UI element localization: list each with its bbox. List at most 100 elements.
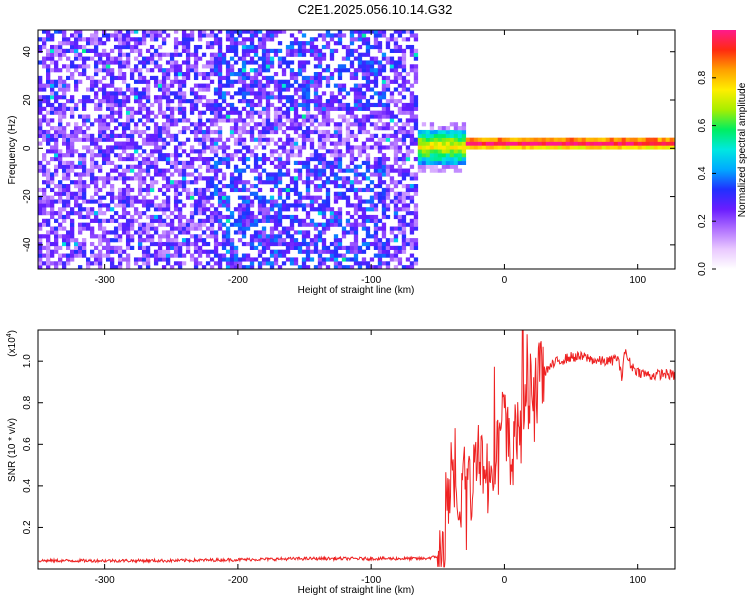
heatmap-cell	[241, 41, 247, 46]
heatmap-cell	[277, 41, 283, 46]
heatmap-cell	[357, 199, 363, 204]
heatmap-cell	[337, 191, 343, 196]
heatmap-cell	[269, 64, 275, 69]
heatmap-cell	[189, 211, 195, 216]
heatmap-cell	[77, 226, 83, 231]
heatmap-cell	[49, 180, 55, 185]
heatmap-cell	[149, 203, 155, 208]
heatmap-cell	[173, 187, 179, 193]
heatmap-cell	[65, 37, 71, 42]
heatmap-cell	[165, 176, 171, 181]
heatmap-cell	[177, 218, 183, 223]
heatmap-cell	[201, 133, 207, 138]
heatmap-cell	[249, 102, 255, 108]
heatmap-cell	[213, 87, 219, 92]
heatmap-cell	[293, 245, 299, 250]
heatmap-cell	[369, 265, 375, 269]
heatmap-cell	[101, 184, 107, 189]
heatmap-cell	[361, 41, 367, 46]
heatmap-cell	[289, 238, 295, 243]
heatmap-cell	[209, 72, 215, 77]
heatmap-cell	[609, 141, 614, 146]
heatmap-cell	[433, 153, 439, 158]
heatmap-cell	[209, 234, 215, 239]
heatmap-cell	[129, 187, 135, 193]
heatmap-cell	[421, 122, 427, 127]
heatmap-cell	[621, 141, 626, 146]
heatmap-cell	[145, 238, 151, 243]
heatmap-cell	[309, 114, 315, 119]
heatmap-cell	[38, 110, 43, 115]
heatmap-cell	[185, 230, 191, 235]
heatmap-cell	[85, 118, 91, 123]
heatmap-cell	[177, 102, 183, 108]
heatmap-cell	[273, 106, 279, 111]
heatmap-cell	[145, 153, 151, 158]
heatmap-cell	[293, 180, 299, 185]
heatmap-cell	[121, 207, 127, 212]
heatmap-cell	[409, 44, 415, 50]
heatmap-cell	[345, 257, 351, 262]
heatmap-cell	[41, 41, 47, 46]
heatmap-cell	[285, 114, 291, 119]
heatmap-cell	[145, 91, 151, 96]
colorbar-label: Normalized spectral amplitude	[737, 82, 748, 217]
heatmap-cell	[249, 114, 255, 119]
heatmap-cell	[381, 145, 387, 150]
heatmap-cell	[317, 211, 323, 216]
heatmap-cell	[289, 153, 295, 158]
heatmap-cell	[341, 195, 347, 200]
heatmap-cell	[185, 48, 191, 53]
heatmap-cell	[397, 126, 403, 131]
heatmap-cell	[225, 79, 231, 84]
heatmap-cell	[365, 164, 371, 169]
heatmap-cell	[297, 72, 303, 77]
heatmap-cell	[361, 52, 367, 57]
heatmap-cell	[257, 164, 263, 169]
heatmap-cell	[109, 95, 115, 100]
heatmap-cell	[169, 184, 175, 189]
heatmap-cell	[353, 95, 359, 100]
heatmap-cell	[521, 141, 527, 146]
heatmap-cell	[245, 91, 251, 96]
heatmap-cell	[361, 211, 367, 216]
heatmap-cell	[441, 126, 447, 131]
heatmap-cell	[489, 141, 495, 146]
heatmap-cell	[137, 245, 143, 250]
heatmap-cell	[289, 245, 295, 250]
heatmap-cell	[301, 238, 307, 243]
heatmap-cell	[81, 226, 87, 231]
heatmap-cell	[341, 153, 347, 158]
heatmap-cell	[269, 79, 275, 84]
heatmap-cell	[365, 99, 371, 104]
heatmap-cell	[321, 230, 327, 235]
heatmap-cell	[53, 137, 59, 142]
heatmap-cell	[425, 145, 431, 150]
heatmap-cell	[337, 137, 343, 142]
heatmap-cell	[245, 48, 251, 53]
heatmap-cell	[353, 257, 359, 262]
heatmap-cell	[65, 168, 71, 173]
heatmap-cell	[253, 218, 259, 223]
heatmap-cell	[409, 261, 415, 266]
heatmap-cell	[585, 137, 591, 142]
heatmap-cell	[397, 118, 403, 123]
heatmap-cell	[145, 95, 151, 100]
heatmap-cell	[165, 249, 171, 254]
heatmap-cell	[57, 187, 63, 193]
heatmap-cell	[53, 145, 59, 150]
heatmap-cell	[301, 218, 307, 223]
heatmap-cell	[145, 253, 151, 258]
heatmap-cell	[177, 249, 183, 254]
heatmap-cell	[449, 153, 455, 158]
heatmap-cell	[81, 187, 87, 193]
heatmap-cell	[345, 129, 351, 135]
heatmap-cell	[101, 30, 107, 34]
heatmap-cell	[353, 203, 359, 208]
heatmap-cell	[157, 126, 163, 131]
heatmap-cell	[121, 133, 127, 138]
heatmap-cell	[305, 129, 311, 135]
heatmap-cell	[153, 64, 159, 69]
heatmap-cell	[413, 68, 419, 73]
heatmap-cell	[193, 106, 199, 111]
